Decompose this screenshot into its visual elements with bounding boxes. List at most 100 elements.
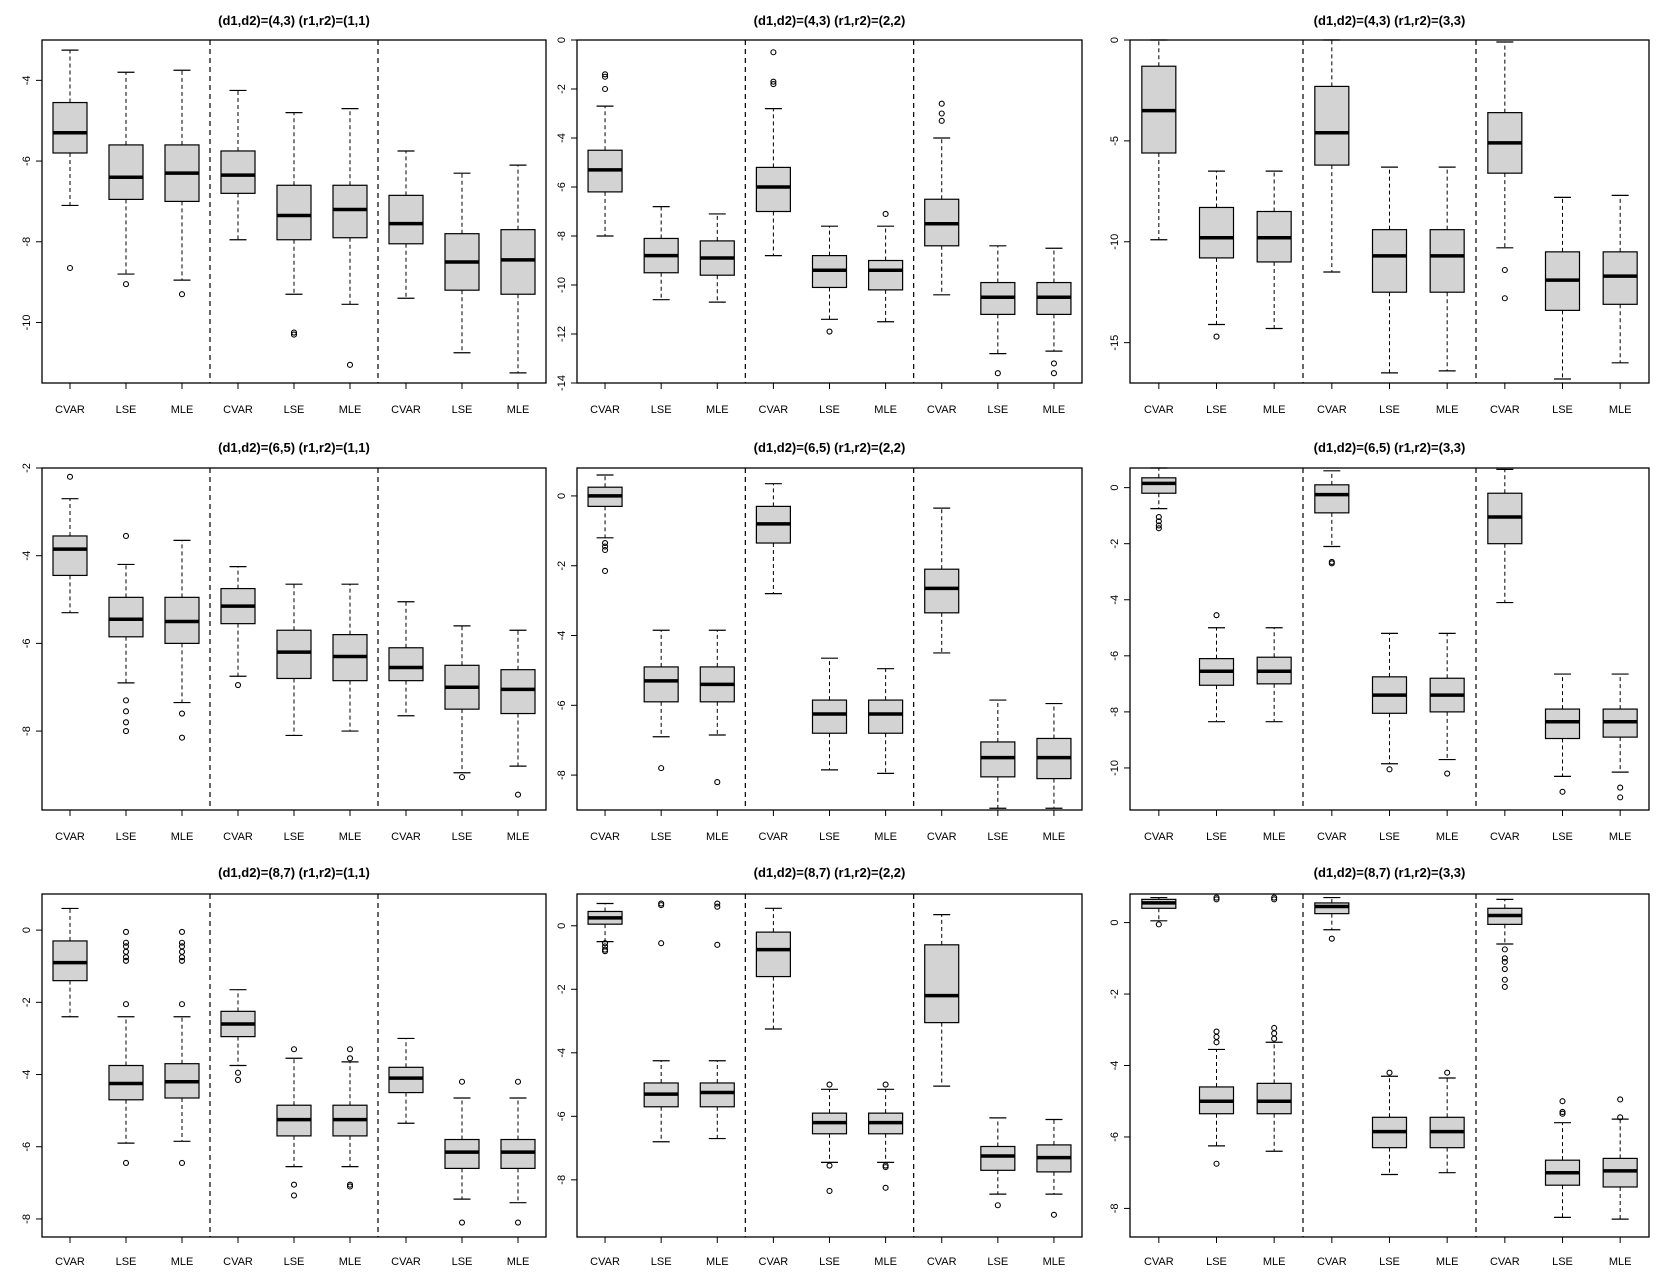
box-cvar: CVAR [220, 566, 256, 843]
box-mle: MLE [699, 629, 735, 843]
category-label: CVAR [1144, 1256, 1174, 1268]
iqr-box [108, 596, 144, 638]
category-label: LSE [284, 404, 305, 416]
box-lse: LSE [980, 1117, 1016, 1268]
box-lse: LSE [108, 532, 144, 843]
iqr-box [1371, 229, 1408, 293]
outlier-point [1617, 1114, 1624, 1121]
category-label: LSE [819, 404, 840, 416]
category-label: CVAR [927, 404, 957, 416]
panel-1-3: (d1,d2)=(4,3) (r1,r2)=(3,3) 0 -5 -10 -15 CVAR… [1109, 13, 1650, 416]
iqr-box [980, 1145, 1016, 1171]
box-lse: LSE [1371, 1069, 1408, 1268]
box-mle: MLE [1036, 702, 1072, 843]
outlier-point [1271, 896, 1278, 903]
outlier-point [1501, 958, 1508, 965]
box-lse: LSE [643, 206, 679, 416]
outlier-point [122, 281, 130, 288]
box-cvar: CVAR [52, 907, 88, 1268]
outlier-point [346, 1183, 354, 1190]
outlier-point [1213, 333, 1220, 340]
y-tick-label: -6 [21, 156, 33, 166]
category-label: MLE [706, 404, 729, 416]
outlier-point [602, 73, 609, 80]
outlier-point [938, 117, 945, 124]
outlier-point [514, 1078, 522, 1085]
iqr-box [755, 166, 791, 213]
category-label: MLE [1043, 831, 1066, 843]
box-cvar: CVAR [1141, 467, 1177, 843]
box-lse: LSE [1198, 612, 1235, 843]
y-tick-label: -4 [21, 75, 33, 85]
outlier-point [882, 1164, 889, 1171]
plot-frame [576, 39, 1083, 384]
outlier-point [122, 948, 130, 955]
outlier-point [714, 903, 721, 910]
iqr-box [444, 1138, 480, 1169]
box-lse: LSE [1371, 166, 1408, 416]
outlier-point [1328, 935, 1335, 942]
panel-title: (d1,d2)=(4,3) (r1,r2)=(3,3) [1314, 13, 1466, 28]
outlier-point [658, 940, 665, 947]
box-cvar: CVAR [1314, 470, 1350, 843]
y-tick-label: -6 [556, 1111, 568, 1121]
category-label: CVAR [1317, 1256, 1347, 1268]
outlier-point [1328, 560, 1335, 567]
box-lse: LSE [444, 1078, 480, 1268]
outlier-point [234, 1069, 242, 1076]
box-mle: MLE [1256, 170, 1292, 416]
box-lse: LSE [276, 583, 312, 843]
iqr-box [52, 101, 88, 154]
category-label: MLE [171, 404, 194, 416]
box-lse: LSE [108, 928, 144, 1268]
box-mle: MLE [1429, 166, 1465, 416]
category-label: MLE [171, 831, 194, 843]
category-label: CVAR [391, 1256, 421, 1268]
category-label: MLE [1436, 831, 1459, 843]
outlier-point [714, 941, 721, 948]
category-label: CVAR [590, 1256, 620, 1268]
box-lse: LSE [980, 245, 1016, 416]
box-mle: MLE [332, 583, 368, 843]
outlier-point [122, 728, 130, 735]
outlier-point [602, 85, 609, 93]
y-tick-label: 0 [1109, 485, 1121, 491]
category-label: MLE [1609, 1256, 1632, 1268]
y-tick-label: -2 [21, 997, 33, 1007]
iqr-box [755, 931, 791, 978]
panel-1-1: (d1,d2)=(4,3) (r1,r2)=(1,1) -4 -6 -8 -10 CVAR… [21, 13, 547, 416]
outlier-point [178, 948, 186, 955]
outlier-point [178, 939, 186, 946]
box-mle: MLE [332, 107, 368, 416]
category-label: LSE [987, 1256, 1008, 1268]
outlier-point [1501, 965, 1508, 973]
iqr-box [332, 184, 368, 239]
box-mle: MLE [1256, 627, 1292, 843]
outlier-point [826, 328, 833, 335]
box-cvar: CVAR [1487, 468, 1523, 843]
box-cvar: CVAR [587, 71, 623, 416]
panel-2-3: (d1,d2)=(6,5) (r1,r2)=(3,3) 0 -2 -4 -6 -8 -10 C… [1109, 440, 1650, 843]
panel-3-1: (d1,d2)=(8,7) (r1,r2)=(1,1) 0 -2 -4 -6 -8 CVAR… [21, 865, 547, 1268]
y-tick-label: -6 [556, 182, 568, 192]
y-tick-label: 0 [556, 493, 568, 499]
outlier-point [1501, 955, 1508, 962]
outlier-point [290, 1181, 298, 1188]
y-tick-label: -4 [556, 1048, 568, 1058]
outlier-point [66, 473, 74, 480]
outlier-point [1271, 1024, 1278, 1032]
category-label: LSE [1552, 1256, 1573, 1268]
box-cvar: CVAR [1487, 41, 1523, 416]
outlier-point [882, 1184, 889, 1191]
iqr-box [811, 699, 848, 734]
iqr-box [643, 666, 679, 703]
box-lse: LSE [811, 1081, 848, 1268]
box-mle: MLE [1602, 1096, 1638, 1268]
outlier-point [1213, 612, 1220, 619]
outlier-point [770, 49, 777, 56]
outlier-point [122, 532, 130, 540]
iqr-box [1314, 902, 1350, 915]
y-tick-label: -4 [556, 133, 568, 143]
box-mle: MLE [1256, 894, 1292, 1268]
category-label: LSE [651, 1256, 672, 1268]
